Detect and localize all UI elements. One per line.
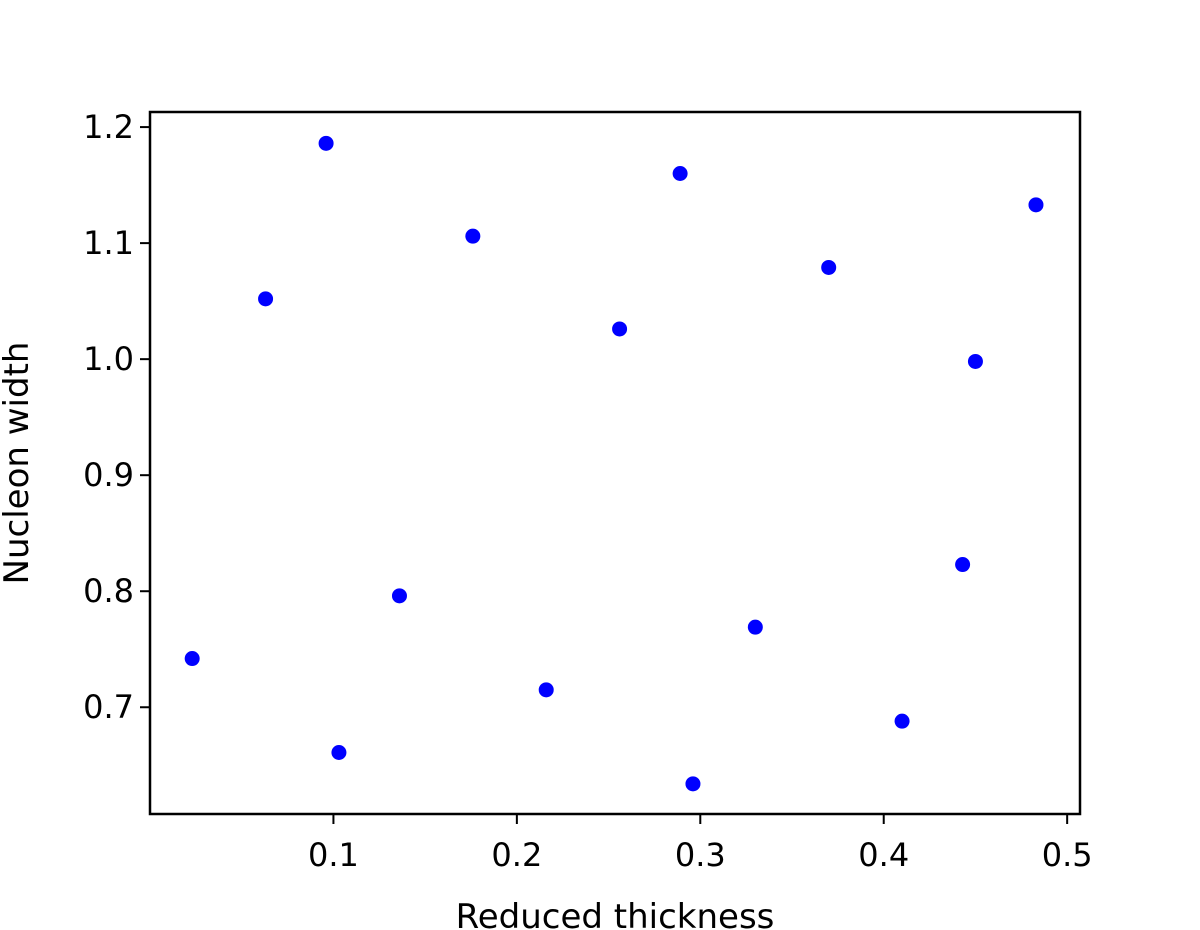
- x-tick-label: 0.4: [858, 836, 909, 874]
- scatter-point: [1028, 197, 1044, 213]
- scatter-point: [391, 588, 407, 604]
- x-tick-label: 0.1: [308, 836, 359, 874]
- y-tick-label: 1.0: [83, 340, 134, 378]
- x-tick-label: 0.5: [1042, 836, 1093, 874]
- y-tick-label: 1.2: [83, 108, 134, 146]
- y-axis-label: Nucleon width: [0, 342, 37, 585]
- scatter-point: [894, 713, 910, 729]
- scatter-point: [747, 619, 763, 635]
- scatter-point: [538, 682, 554, 698]
- scatter-point: [184, 651, 200, 667]
- x-axis-label: Reduced thickness: [456, 897, 775, 930]
- scatter-point: [672, 165, 688, 181]
- y-tick-label: 0.8: [83, 572, 134, 610]
- y-axis-ticks: 0.7 0.8 0.9 1.0 1.1 1.2: [83, 108, 150, 726]
- scatter-point: [318, 135, 334, 151]
- scatter-point: [258, 291, 274, 307]
- scatter-point: [955, 557, 971, 573]
- data-points: [184, 135, 1044, 792]
- scatter-point: [821, 259, 837, 275]
- y-tick-label: 0.9: [83, 456, 134, 494]
- scatter-point: [331, 745, 347, 761]
- scatter-point: [967, 353, 983, 369]
- y-tick-label: 1.1: [83, 224, 134, 262]
- y-tick-label: 0.7: [83, 688, 134, 726]
- plot-frame: [148, 110, 1082, 816]
- scatter-point: [685, 776, 701, 792]
- x-tick-label: 0.2: [491, 836, 542, 874]
- scatter-point: [612, 321, 628, 337]
- x-tick-label: 0.3: [675, 836, 726, 874]
- x-axis-ticks: 0.1 0.2 0.3 0.4 0.5: [308, 814, 1093, 874]
- scatter-point: [465, 228, 481, 244]
